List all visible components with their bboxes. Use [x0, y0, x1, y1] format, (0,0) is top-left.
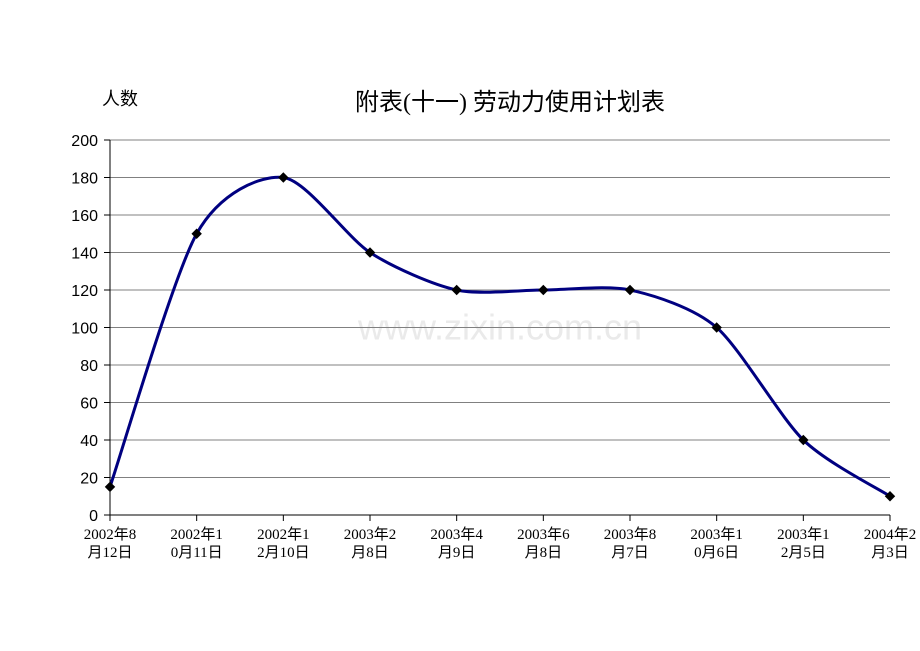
- x-tick-label: 2002年10月11日: [170, 526, 223, 561]
- y-tick-label: 100: [71, 321, 98, 338]
- y-tick-label: 140: [71, 246, 98, 263]
- x-tick-label: 2003年4月9日: [430, 526, 483, 561]
- y-tick-label: 160: [71, 208, 98, 225]
- x-tick-label: 2003年10月6日: [690, 526, 743, 561]
- data-marker: [539, 286, 548, 295]
- y-tick-label: 80: [80, 358, 98, 375]
- chart-title: 附表(十一) 劳动力使用计划表: [355, 89, 665, 116]
- y-axis-label: 人数: [102, 89, 138, 109]
- line-chart: www.zixin.com.cn020406080100120140160180…: [0, 0, 920, 651]
- y-tick-label: 60: [80, 396, 98, 413]
- chart-container: www.zixin.com.cn020406080100120140160180…: [0, 0, 920, 651]
- data-marker: [626, 286, 635, 295]
- data-marker: [452, 286, 461, 295]
- y-tick-label: 120: [71, 283, 98, 300]
- y-tick-label: 180: [71, 171, 98, 188]
- y-tick-label: 200: [71, 133, 98, 150]
- x-tick-label: 2004年2月3日: [864, 526, 917, 561]
- x-tick-label: 2003年12月5日: [777, 526, 830, 561]
- y-tick-label: 20: [80, 471, 98, 488]
- x-tick-label: 2002年12月10日: [257, 526, 310, 561]
- data-marker: [279, 173, 288, 182]
- x-tick-label: 2003年2月8日: [344, 526, 397, 561]
- x-tick-label: 2002年8月12日: [84, 526, 137, 561]
- data-marker: [106, 482, 115, 491]
- x-tick-label: 2003年6月8日: [517, 526, 570, 561]
- y-tick-label: 40: [80, 433, 98, 450]
- x-tick-label: 2003年8月7日: [604, 526, 657, 561]
- y-tick-label: 0: [89, 508, 98, 525]
